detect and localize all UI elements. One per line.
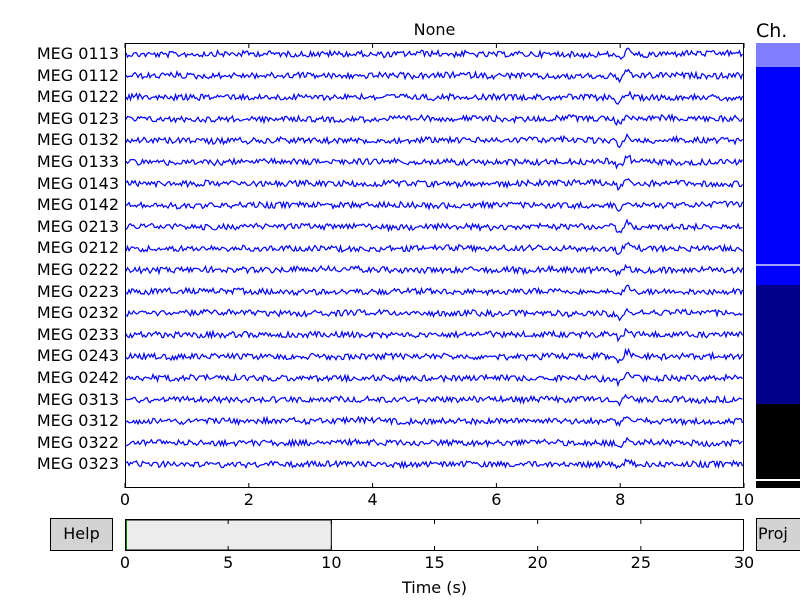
channel-label[interactable]: MEG 0142 <box>36 195 119 215</box>
time-tick-label: 0 <box>119 553 131 572</box>
time-tick-label: 10 <box>321 553 342 572</box>
channel-scrollbar[interactable] <box>756 43 800 488</box>
channel-label[interactable]: MEG 0132 <box>36 130 119 150</box>
channel-label[interactable]: MEG 0123 <box>36 108 119 128</box>
channel-label[interactable]: MEG 0243 <box>36 346 119 366</box>
time-tick-label: 30 <box>733 553 755 572</box>
channel-group-block[interactable] <box>756 67 800 285</box>
channel-group-block[interactable] <box>756 43 800 67</box>
channel-trace[interactable] <box>125 307 743 322</box>
channel-trace[interactable] <box>125 90 744 105</box>
channel-label[interactable]: MEG 0133 <box>36 152 119 171</box>
channel-trace[interactable] <box>125 177 743 192</box>
channel-trace[interactable] <box>125 347 744 365</box>
x-tick-label: 4 <box>367 490 378 509</box>
channel-trace[interactable] <box>125 154 744 170</box>
time-navigation-bar[interactable] <box>125 519 744 551</box>
time-tick-label: 20 <box>527 553 548 572</box>
channel-trace[interactable] <box>125 371 743 388</box>
help-button[interactable]: Help <box>50 518 113 551</box>
channel-trace[interactable] <box>125 68 744 84</box>
channel-trace[interactable] <box>125 263 744 277</box>
channel-label[interactable]: MEG 0212 <box>36 238 119 258</box>
channel-scroll-marker <box>756 479 800 481</box>
channel-label[interactable]: MEG 0222 <box>36 260 119 279</box>
channel-label[interactable]: MEG 0223 <box>36 281 119 301</box>
signal-plot[interactable] <box>124 43 745 488</box>
channel-group-block[interactable] <box>756 285 800 404</box>
x-axis-label: Time (s) <box>401 578 468 597</box>
channel-trace[interactable] <box>125 218 743 234</box>
channel-label[interactable]: MEG 0122 <box>36 87 119 107</box>
channel-label[interactable]: MEG 0313 <box>36 389 119 409</box>
channel-trace[interactable] <box>125 112 744 126</box>
channel-scroll-title: Ch. <box>756 20 788 42</box>
channel-label[interactable]: MEG 0322 <box>36 432 119 452</box>
channel-scroll-marker <box>756 264 800 266</box>
proj-button[interactable]: Proj <box>756 518 800 551</box>
channel-trace[interactable] <box>125 436 743 449</box>
channel-trace[interactable] <box>125 241 743 255</box>
channel-label[interactable]: MEG 0242 <box>36 368 119 387</box>
channel-labels: MEG 0113 MEG 0112 MEG 0122 MEG 0123 MEG 0132… <box>0 43 121 488</box>
channel-label[interactable]: MEG 0213 <box>36 216 119 236</box>
channel-trace[interactable] <box>125 132 743 149</box>
channel-trace[interactable] <box>125 327 744 343</box>
x-tick-label: 0 <box>119 490 131 509</box>
time-tick-label: 25 <box>630 553 652 572</box>
channel-trace[interactable] <box>125 415 744 428</box>
channel-trace[interactable] <box>125 393 743 407</box>
channel-trace[interactable] <box>125 284 744 297</box>
x-tick-label: 2 <box>243 490 254 509</box>
x-tick-labels: 0 2 4 6 8 10 <box>120 490 754 512</box>
x-ticks <box>124 43 745 488</box>
x-tick-label: 8 <box>615 490 626 509</box>
channel-label[interactable]: MEG 0143 <box>36 173 119 193</box>
time-window-selector[interactable] <box>125 519 332 551</box>
signal-traces <box>125 47 744 470</box>
channel-label[interactable]: MEG 0112 <box>36 65 119 85</box>
x-tick-label: 10 <box>733 490 755 509</box>
channel-label[interactable]: MEG 0232 <box>36 303 119 323</box>
time-navigation-ticks <box>125 519 744 551</box>
plot-title: None <box>413 20 456 39</box>
time-tick-labels: 0 5 10 15 20 25 30 <box>120 553 754 575</box>
channel-trace[interactable] <box>125 47 743 61</box>
x-tick-label: 6 <box>491 490 502 509</box>
channel-trace[interactable] <box>125 199 744 212</box>
channel-group-block[interactable] <box>756 404 800 488</box>
channel-trace[interactable] <box>125 458 744 470</box>
time-tick-label: 15 <box>424 553 445 572</box>
channel-label[interactable]: MEG 0233 <box>36 324 119 344</box>
time-tick-label: 5 <box>223 553 234 572</box>
plot-frame <box>125 43 744 488</box>
channel-label[interactable]: MEG 0312 <box>36 411 119 431</box>
channel-label[interactable]: MEG 0323 <box>36 454 119 474</box>
channel-label[interactable]: MEG 0113 <box>36 44 119 63</box>
